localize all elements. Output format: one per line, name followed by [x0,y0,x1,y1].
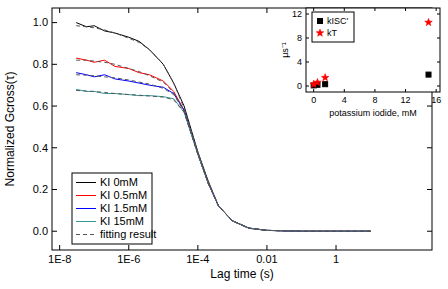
x-tick-top [128,8,129,13]
x-axis-label: potassium iodide, mM [329,108,417,118]
data-point [323,82,328,87]
series-line [76,90,370,231]
legend-label: KI 15mM [100,215,144,227]
y-tick-label: 0.6 [33,100,48,112]
x-tick-label: 1E-4 [186,253,209,265]
legend-swatch [76,195,96,196]
x-tick-label: 1E-8 [48,253,71,265]
data-point [425,18,433,25]
legend-box [312,12,354,42]
y-tick [52,231,57,232]
legend-swatch [76,221,96,222]
x-tick-label: 0 [311,95,316,105]
legend: KI 0mMKI 0.5mMKI 1.5mMKI 15mMfitting res… [72,173,156,244]
data-group [310,18,432,88]
y-tick-right [427,231,432,232]
y-tick-label: 4 [297,57,302,67]
x-tick-label: 4 [342,95,347,105]
series-line [76,89,370,231]
x-tick-label: 0.01 [256,253,277,265]
legend-label: KI 1.5mM [100,202,147,214]
x-tick-label: 8 [372,95,377,105]
y-axis-label: Normalized Gcross(τ) [3,72,17,187]
plot-1: 0 4 8 12 16 0 4 8 12 potassium iodide, mM μs⁻¹ kISC… [280,8,441,118]
plot-background [306,8,440,92]
data-point [426,72,431,77]
x-tick [128,245,129,250]
legend-swatch [318,19,323,24]
legend-swatch [316,29,324,36]
x-tick-label: 12 [401,95,411,105]
plot-frame [306,8,440,92]
y-tick [52,22,57,23]
y-tick-label: 0.8 [33,58,48,70]
x-tick [266,245,267,250]
legend-swatch [76,208,96,209]
series-line [76,58,370,231]
y-tick-label: 0.2 [33,183,48,195]
y-tick [52,189,57,190]
x-axis-label: Lag time (s) [210,267,273,281]
data-point [321,74,329,81]
y-tick-right [427,106,432,107]
legend: kISC' kT [312,12,354,42]
legend-label: KI 0.5mM [100,189,147,201]
x-tick [336,245,337,250]
x-tick-top [266,8,267,13]
y-tick-label: 0 [297,81,302,91]
y-tick-right [427,147,432,148]
legend-label: kT [327,28,338,38]
y-tick-label: 0.4 [33,142,48,154]
y-axis-label: μs⁻¹ [280,42,290,58]
x-tick [59,245,60,250]
x-tick-top [59,8,60,13]
y-tick-label: 1.0 [33,16,48,28]
y-tick [52,147,57,148]
series-line [76,73,370,232]
data-point [314,78,322,85]
legend-label: fitting result [100,228,156,240]
y-tick-label: 0.0 [33,225,48,237]
legend-label: KI 0mM [100,176,138,188]
x-tick [197,245,198,250]
x-tick-label: 16 [431,95,441,105]
legend-label: kISC' [327,16,349,26]
x-tick-top [197,8,198,13]
y-tick [52,106,57,107]
figure: 1E-8 1E-6 1E-4 0.01 1 0.0 0.2 0.4 0.6 0.8 1.0 Lag t… [0,0,448,289]
x-tick-label: 1E-6 [117,253,140,265]
y-tick-right [427,189,432,190]
y-tick [52,64,57,65]
y-tick-label: 12 [292,9,302,19]
series-line [76,60,370,231]
legend-swatch [76,234,96,235]
legend-swatch [76,182,96,183]
x-tick-label: 1 [333,253,339,265]
y-tick-label: 8 [297,33,302,43]
series-line [76,75,370,231]
